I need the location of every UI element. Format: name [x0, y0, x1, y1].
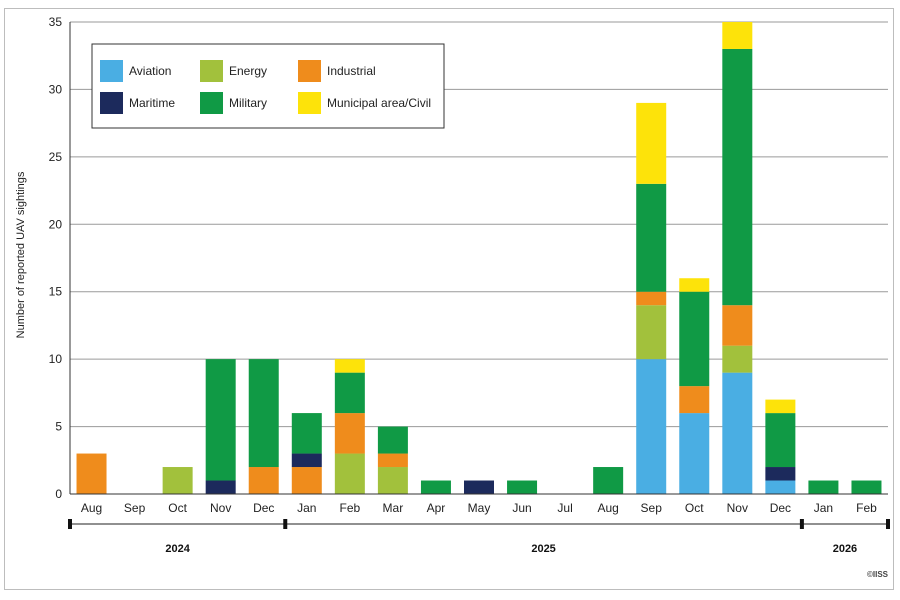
- bar-segment-military: [420, 480, 451, 494]
- bar-segment-municipal-area-civil: [765, 399, 796, 414]
- y-tick-label: 20: [49, 217, 63, 231]
- y-tick-label: 25: [49, 150, 63, 164]
- bar-segment-energy: [636, 305, 667, 360]
- bar-segment-industrial: [291, 467, 322, 494]
- x-tick-label: Feb: [339, 501, 360, 515]
- bar-segment-aviation: [765, 480, 796, 494]
- y-axis-label: Number of reported UAV sightings: [15, 171, 27, 338]
- bar-segment-industrial: [377, 453, 408, 468]
- y-tick-label: 35: [49, 15, 63, 29]
- bar-segment-industrial: [334, 413, 365, 454]
- x-tick-label: Sep: [124, 501, 146, 515]
- legend: Aviation Energy Industrial Maritime Military…: [91, 43, 445, 129]
- x-tick-label: Dec: [770, 501, 791, 515]
- legend-swatch-industrial: [298, 60, 321, 82]
- bar-segment-energy: [162, 467, 193, 494]
- x-tick-label: Mar: [383, 501, 404, 515]
- legend-label: Maritime: [129, 96, 175, 110]
- credit-text: ©IISS: [867, 570, 889, 579]
- x-tick-label: Sep: [641, 501, 663, 515]
- bar-segment-military: [205, 359, 236, 481]
- year-axis-marker: [68, 519, 72, 529]
- legend-box: [91, 43, 445, 129]
- bar-segment-industrial: [76, 453, 107, 494]
- year-axis-marker: [799, 519, 804, 529]
- bar-segment-military: [334, 372, 365, 414]
- x-tick-label: Aug: [597, 501, 618, 515]
- x-tick-label: Aug: [81, 501, 102, 515]
- x-tick-label: Nov: [210, 501, 231, 515]
- x-tick-label: Oct: [685, 501, 704, 515]
- year-label: 2025: [531, 543, 555, 555]
- year-axis-marker: [886, 519, 890, 529]
- bar-segment-industrial: [248, 467, 279, 494]
- bar-segment-military: [377, 426, 408, 454]
- y-tick-label: 0: [55, 487, 62, 501]
- bar-segment-military: [291, 413, 322, 454]
- year-label: 2026: [833, 543, 857, 555]
- legend-label: Municipal area/Civil: [327, 96, 431, 110]
- bar-segment-military: [679, 291, 710, 387]
- legend-label: Aviation: [129, 64, 171, 78]
- bar-segment-military: [636, 183, 667, 292]
- y-tick-label: 5: [55, 420, 62, 434]
- bar-segment-aviation: [722, 372, 753, 494]
- y-tick-label: 30: [49, 82, 63, 96]
- x-tick-label: Feb: [856, 501, 877, 515]
- legend-swatch-municipal-area-civil: [298, 92, 321, 114]
- bar-segment-military: [507, 480, 538, 494]
- bar-segment-aviation: [679, 413, 710, 494]
- x-tick-label: Jul: [557, 501, 572, 515]
- bar-segment-military: [851, 480, 882, 494]
- bar-segment-aviation: [636, 359, 667, 494]
- x-tick-label: Oct: [168, 501, 187, 515]
- legend-label: Industrial: [327, 64, 376, 78]
- legend-swatch-aviation: [100, 60, 123, 82]
- legend-label: Military: [229, 96, 267, 110]
- legend-swatch-military: [200, 92, 223, 114]
- legend-swatch-energy: [200, 60, 223, 82]
- year-label: 2024: [165, 543, 190, 555]
- year-axis-marker: [283, 519, 288, 529]
- legend-swatch-maritime: [100, 92, 123, 114]
- bar-segment-military: [722, 48, 753, 306]
- bar-segment-industrial: [636, 291, 667, 306]
- x-tick-label: May: [468, 501, 491, 515]
- bar-segment-maritime: [765, 467, 796, 481]
- bar-segment-military: [808, 480, 839, 494]
- bar-segment-energy: [334, 453, 365, 494]
- bar-segment-energy: [377, 467, 408, 494]
- bar-segment-municipal-area-civil: [679, 278, 710, 292]
- x-tick-label: Jan: [814, 501, 833, 515]
- x-tick-label: Jan: [297, 501, 316, 515]
- x-tick-label: Jun: [512, 501, 531, 515]
- bar-segment-industrial: [722, 305, 753, 346]
- legend-label: Energy: [229, 64, 267, 78]
- bar-segment-municipal-area-civil: [334, 359, 365, 373]
- bar-segment-maritime: [205, 480, 236, 494]
- x-tick-label: Apr: [427, 501, 446, 515]
- bar-segment-municipal-area-civil: [722, 22, 753, 49]
- y-tick-label: 15: [49, 285, 63, 299]
- bar-segment-industrial: [679, 386, 710, 414]
- bar-segment-maritime: [464, 480, 494, 494]
- chart-frame: [4, 8, 894, 590]
- bar-segment-military: [248, 359, 279, 468]
- bar-segment-military: [593, 467, 624, 494]
- bar-segment-maritime: [291, 453, 322, 468]
- bar-segment-military: [765, 413, 796, 468]
- y-tick-label: 10: [49, 352, 63, 366]
- x-tick-label: Dec: [253, 501, 274, 515]
- bars-layer: [76, 22, 882, 494]
- bar-segment-energy: [722, 345, 753, 373]
- x-tick-label: Nov: [727, 501, 748, 515]
- bar-segment-municipal-area-civil: [636, 102, 667, 184]
